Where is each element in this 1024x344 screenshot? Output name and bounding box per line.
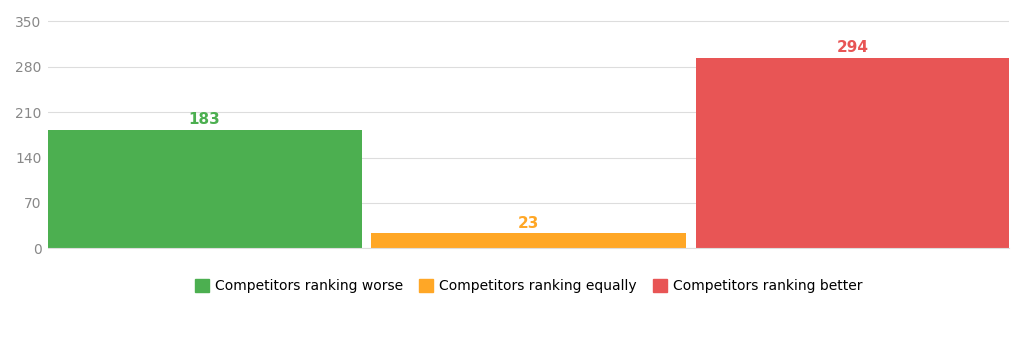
Text: 294: 294 — [838, 40, 869, 55]
Bar — [47, 130, 361, 248]
Text: 183: 183 — [188, 112, 220, 127]
Legend: Competitors ranking worse, Competitors ranking equally, Competitors ranking bett: Competitors ranking worse, Competitors r… — [189, 274, 867, 299]
Text: 23: 23 — [518, 216, 540, 231]
Bar — [695, 58, 1011, 248]
Bar — [372, 233, 686, 248]
